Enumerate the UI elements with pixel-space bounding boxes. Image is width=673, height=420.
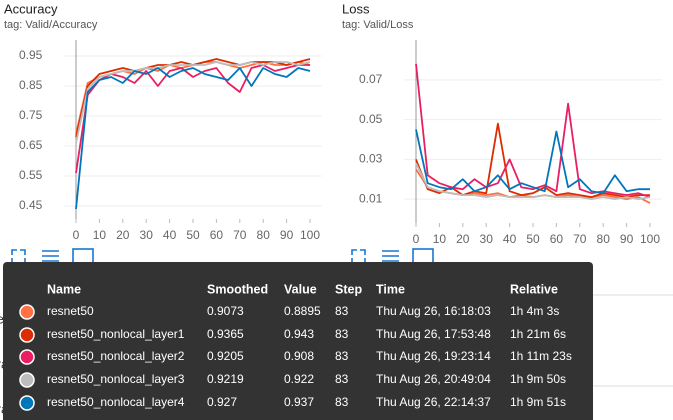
fit-domain-icon[interactable] — [72, 248, 94, 265]
chart-title: Loss — [342, 1, 370, 16]
x-tick-label: 0 — [413, 232, 420, 246]
table-cell: 83 — [335, 349, 349, 363]
series-line — [415, 129, 650, 195]
series-line — [75, 64, 310, 174]
expand-icon[interactable] — [351, 249, 366, 264]
column-header: Name — [47, 282, 81, 296]
table-cell: 1h 11m 23s — [510, 349, 572, 363]
table-cell: 0.922 — [284, 372, 314, 386]
series-swatch — [19, 327, 35, 343]
table-cell: Thu Aug 26, 19:23:14 — [376, 349, 491, 363]
column-header: Step — [335, 282, 362, 296]
x-tick-label: 0 — [73, 228, 80, 242]
table-cell: 1h 9m 51s — [510, 395, 566, 409]
series-swatch — [19, 395, 35, 411]
table-cell: Thu Aug 26, 17:53:48 — [376, 327, 491, 341]
column-header: Relative — [510, 282, 558, 296]
series-line — [75, 61, 311, 135]
y-tick-label: 0.55 — [19, 168, 43, 182]
table-cell: 0.937 — [284, 395, 314, 409]
table-cell: resnet50_nonlocal_layer2 — [47, 349, 185, 363]
x-tick-label: 60 — [550, 232, 564, 246]
x-tick-label: 20 — [456, 232, 470, 246]
series-line — [415, 122, 650, 198]
table-cell: 0.9205 — [207, 349, 244, 363]
series-line — [415, 168, 651, 204]
series-line — [415, 162, 651, 200]
table-cell: 0.9219 — [207, 372, 244, 386]
chart-subtitle: tag: Valid/Loss — [342, 19, 414, 31]
y-tick-label: 0.95 — [19, 48, 43, 62]
y-tick-label: 0.03 — [359, 152, 383, 166]
series-swatch — [19, 349, 35, 365]
x-tick-label: 70 — [233, 228, 247, 242]
table-cell: 0.9365 — [207, 327, 244, 341]
x-tick-label: 50 — [186, 228, 200, 242]
column-header: Value — [284, 282, 317, 296]
x-tick-label: 40 — [163, 228, 177, 242]
toggle-log-icon[interactable] — [42, 250, 59, 262]
table-cell: 1h 21m 6s — [510, 327, 566, 341]
series-line — [75, 67, 311, 210]
table-cell: 83 — [335, 304, 349, 318]
charts: Accuracy tag: Valid/Accuracy 0.45 0.55 0.65 0… — [4, 1, 662, 246]
x-tick-label: 80 — [597, 232, 611, 246]
expand-icon[interactable] — [11, 249, 26, 264]
toggle-log-icon[interactable] — [382, 250, 399, 262]
series-line — [415, 63, 651, 198]
x-tick-label: 50 — [526, 232, 540, 246]
x-tick-label: 30 — [140, 228, 154, 242]
table-cell: 83 — [335, 372, 349, 386]
table-cell: 1h 4m 3s — [510, 304, 559, 318]
table-cell: 83 — [335, 327, 349, 341]
table-cell: Thu Aug 26, 20:49:04 — [376, 372, 491, 386]
x-tick-label: 100 — [300, 228, 320, 242]
x-tick-label: 60 — [210, 228, 224, 242]
y-tick-label: 0.65 — [19, 138, 43, 152]
table-cell: 0.927 — [207, 395, 237, 409]
y-tick-label: 0.05 — [359, 112, 383, 126]
x-tick-label: 90 — [280, 228, 294, 242]
tooltip — [3, 262, 593, 420]
card-toolbar[interactable] — [11, 248, 434, 265]
table-cell: 1h 9m 50s — [510, 372, 566, 386]
table-cell: Thu Aug 26, 22:14:37 — [376, 395, 491, 409]
table-cell: 0.9073 — [207, 304, 244, 318]
x-tick-label: 40 — [503, 232, 517, 246]
x-tick-label: 30 — [480, 232, 494, 246]
y-tick-label: 0.01 — [359, 191, 383, 205]
series-swatch — [19, 304, 35, 320]
x-tick-label: 70 — [573, 232, 587, 246]
table-cell: resnet50 — [47, 304, 94, 318]
table-cell: resnet50_nonlocal_layer3 — [47, 372, 185, 386]
table-cell: 0.8895 — [284, 304, 321, 318]
table-cell: 83 — [335, 395, 349, 409]
fit-domain-icon[interactable] — [412, 248, 434, 265]
column-header: Smoothed — [207, 282, 268, 296]
x-tick-label: 80 — [257, 228, 271, 242]
x-tick-label: 90 — [620, 232, 634, 246]
series-line — [75, 61, 311, 144]
y-tick-label: 0.45 — [19, 198, 43, 212]
x-tick-label: 10 — [433, 232, 447, 246]
table-cell: resnet50_nonlocal_layer4 — [47, 395, 185, 409]
y-tick-label: 0.07 — [359, 72, 383, 86]
x-tick-label: 100 — [640, 232, 660, 246]
series-swatch — [19, 372, 35, 388]
column-header: Time — [376, 282, 405, 296]
table-cell: resnet50_nonlocal_layer1 — [47, 327, 185, 341]
y-tick-label: 0.85 — [19, 78, 43, 92]
table-cell: 0.908 — [284, 349, 314, 363]
chart-subtitle: tag: Valid/Accuracy — [4, 19, 98, 31]
table-cell: 0.943 — [284, 327, 314, 341]
table-cell: Thu Aug 26, 16:18:03 — [376, 304, 491, 318]
x-tick-label: 20 — [116, 228, 130, 242]
x-tick-label: 10 — [93, 228, 107, 242]
chart-title: Accuracy — [4, 1, 58, 16]
y-tick-label: 0.75 — [19, 108, 43, 122]
